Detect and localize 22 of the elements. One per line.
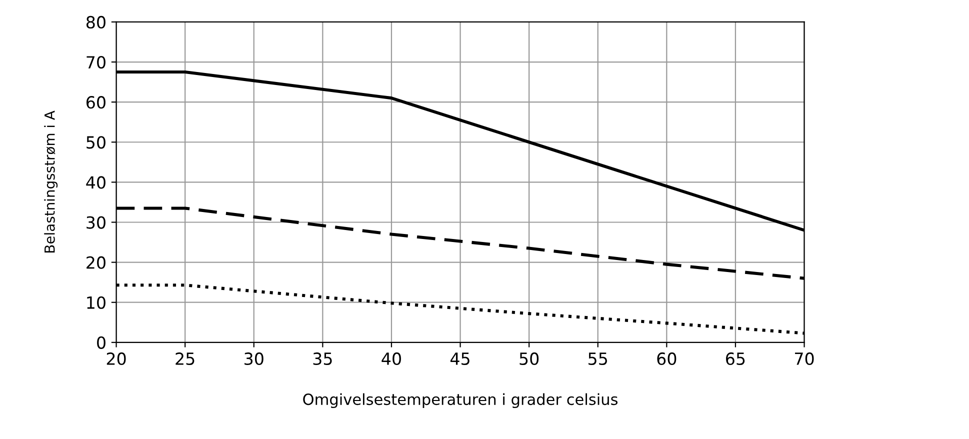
y-tick-label: 40: [86, 176, 106, 189]
y-tick-label: 50: [86, 136, 106, 149]
y-axis-title: Belastningsstrøm i A: [44, 110, 58, 252]
x-tick-label: 55: [588, 352, 608, 366]
x-tick-label: 20: [106, 352, 126, 366]
x-tick-label: 40: [382, 352, 401, 366]
y-tick-label: 0: [97, 336, 106, 349]
x-tick-label: 30: [244, 352, 264, 366]
y-tick-label: 60: [86, 96, 106, 109]
x-tick-label: 25: [176, 352, 194, 366]
x-tick-label: 45: [450, 352, 470, 366]
x-axis-title: Omgivelsestemperaturen i grader celsius: [303, 393, 618, 408]
x-tick-label: 70: [795, 352, 814, 366]
x-tick-label: 60: [657, 352, 676, 366]
y-tick-label: 20: [86, 256, 106, 269]
y-tick-label: 70: [86, 56, 106, 69]
y-tick-label: 80: [86, 16, 106, 29]
x-tick-label: 35: [313, 352, 332, 366]
x-tick-label: 65: [726, 352, 745, 366]
x-tick-label: 50: [520, 352, 539, 366]
y-tick-label: 30: [86, 216, 106, 229]
y-tick-label: 10: [87, 296, 106, 309]
